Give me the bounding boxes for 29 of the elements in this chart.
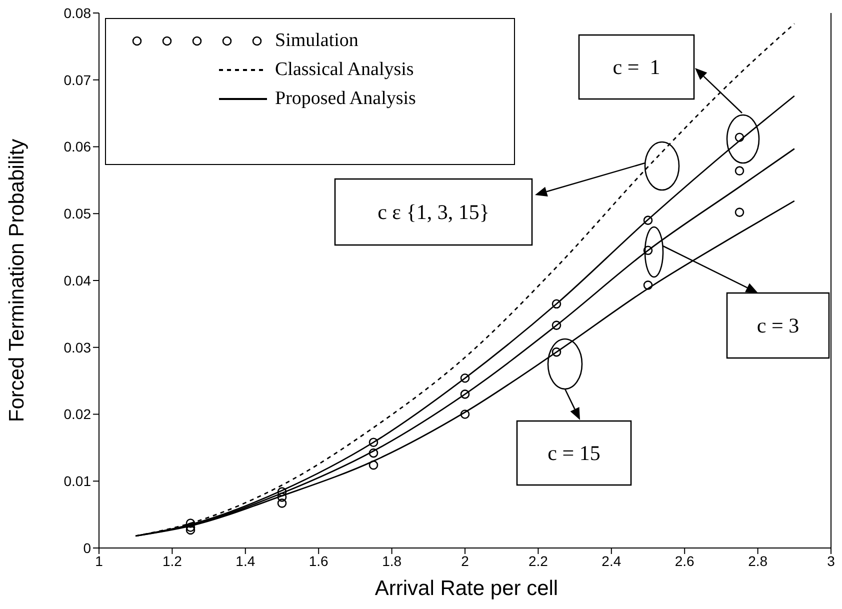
- y-tick-label: 0: [83, 540, 92, 556]
- x-tick-label: 2.4: [602, 552, 622, 569]
- x-tick-label: 1: [95, 552, 104, 569]
- x-tick-label: 2.6: [674, 552, 695, 569]
- legend-label: Proposed Analysis: [275, 88, 416, 110]
- x-tick-label: 1.8: [382, 552, 402, 569]
- annotation: c = 15: [548, 441, 600, 465]
- annotation: c = 3: [756, 314, 800, 338]
- y-tick-label: 0.02: [64, 406, 92, 422]
- x-tick-label: 2: [461, 552, 470, 569]
- y-tick-label: 0.06: [64, 138, 92, 155]
- x-tick-label: 1.4: [236, 552, 256, 569]
- y-tick-label: 0.01: [64, 473, 92, 490]
- x-tick-label: 3: [827, 552, 836, 569]
- y-tick-label: 0.07: [64, 72, 92, 88]
- legend-label: Simulation: [275, 30, 358, 52]
- x-tick-label: 2.8: [748, 552, 768, 569]
- legend-label: Classical Analysis: [275, 58, 414, 80]
- x-axis-title: Arrival Rate per cell: [374, 577, 558, 600]
- x-tick-label: 1.6: [308, 552, 329, 569]
- annotation: c = 1: [612, 55, 660, 79]
- x-tick-label: 1.2: [162, 552, 182, 569]
- y-tick-label: 0.04: [64, 272, 92, 288]
- annotation: c ε {1, 3, 15}: [378, 200, 490, 224]
- y-tick-label: 0.03: [64, 339, 92, 356]
- y-axis-title: Forced Termination Probability: [5, 138, 28, 422]
- y-tick-label: 0.08: [64, 4, 92, 21]
- y-tick-label: 0.05: [64, 206, 92, 222]
- x-tick-label: 2.2: [528, 552, 548, 569]
